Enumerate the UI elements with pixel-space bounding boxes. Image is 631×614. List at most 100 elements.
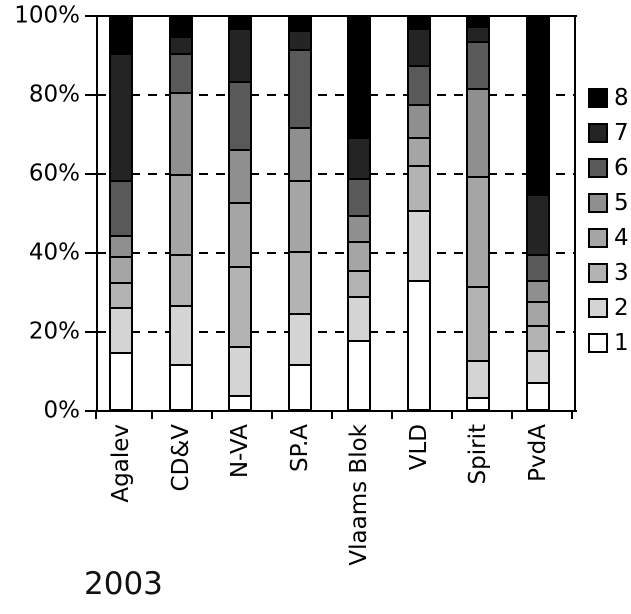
bar-segment-1 [527, 383, 548, 409]
bar-segment-8 [230, 18, 251, 30]
x-label-SP.A: SP.A [286, 424, 313, 472]
bar-segment-6 [408, 66, 429, 106]
bar-segment-7 [289, 31, 310, 52]
bar-segment-7 [468, 27, 489, 44]
bar-segment-2 [170, 307, 191, 366]
bar-Vlaams Blok [347, 16, 372, 411]
year-label: 2003 [84, 566, 163, 602]
legend-swatch-4 [588, 228, 608, 248]
y-tick-80 [85, 94, 96, 96]
bar-segment-3 [527, 326, 548, 353]
plot-top-border [85, 15, 577, 17]
bar-segment-3 [111, 283, 131, 310]
bar-segment-2 [349, 297, 370, 343]
bar-segment-3 [170, 256, 191, 308]
bar-Agalev [109, 16, 133, 411]
legend-label-8: 8 [614, 85, 629, 111]
legend-label-2: 2 [614, 295, 629, 321]
bar-segment-6 [170, 55, 191, 95]
bar-VLD [406, 16, 431, 411]
y-tick-label-80: 80% [28, 81, 80, 108]
legend-label-7: 7 [614, 120, 629, 146]
bar-segment-3 [408, 166, 429, 212]
y-tick-label-60: 60% [28, 160, 80, 187]
y-tick-label-0: 0% [43, 397, 81, 424]
bar-CD&V [168, 16, 193, 411]
x-tick-7 [511, 411, 513, 419]
bar-segment-8 [111, 18, 131, 56]
bar-SP.A [287, 16, 312, 411]
bar-segment-7 [230, 29, 251, 83]
bar-segment-6 [111, 182, 131, 237]
y-tick-label-20: 20% [28, 318, 80, 345]
bar-segment-3 [349, 272, 370, 298]
bar-segment-5 [349, 217, 370, 243]
bar-segment-4 [349, 242, 370, 273]
bar-segment-1 [111, 354, 131, 409]
bar-segment-2 [527, 352, 548, 384]
bar-segment-7 [527, 195, 548, 257]
bar-segment-6 [230, 82, 251, 151]
bar-N-VA [228, 16, 253, 411]
x-tick-6 [451, 411, 453, 419]
bar-segment-1 [289, 365, 310, 409]
bar-segment-5 [468, 90, 489, 179]
bar-segment-8 [170, 18, 191, 38]
x-tick-0 [95, 411, 97, 419]
x-label-CD&V: CD&V [167, 424, 194, 492]
bar-segment-7 [408, 29, 429, 67]
y-tick-label-40: 40% [28, 239, 80, 266]
bar-segment-2 [468, 362, 489, 400]
legend-label-5: 5 [614, 190, 629, 216]
bar-segment-7 [170, 37, 191, 56]
legend-swatch-3 [588, 263, 608, 283]
bar-segment-2 [230, 348, 251, 398]
y-tick-20 [85, 331, 96, 333]
bar-segment-1 [468, 399, 489, 409]
bar-PvdA [525, 16, 550, 411]
x-tick-2 [211, 411, 213, 419]
legend-swatch-5 [588, 193, 608, 213]
bar-segment-1 [170, 365, 191, 409]
bar-segment-5 [230, 150, 251, 204]
y-axis-line [96, 15, 98, 412]
x-label-Spirit: Spirit [465, 424, 492, 485]
bar-segment-8 [408, 18, 429, 30]
bar-segment-7 [111, 55, 131, 183]
bar-segment-3 [230, 268, 251, 349]
legend-label-3: 3 [614, 260, 629, 286]
bar-segment-3 [468, 287, 489, 363]
bar-segment-2 [408, 211, 429, 282]
bar-segment-4 [527, 303, 548, 327]
x-tick-5 [391, 411, 393, 419]
bar-segment-5 [527, 281, 548, 304]
bar-segment-4 [230, 203, 251, 269]
bar-segment-6 [468, 43, 489, 91]
bar-segment-6 [289, 51, 310, 130]
gridline-20 [97, 331, 575, 333]
legend-label-6: 6 [614, 155, 629, 181]
bar-segment-5 [408, 105, 429, 140]
legend-swatch-7 [588, 123, 608, 143]
gridline-60 [97, 173, 575, 175]
bar-segment-1 [349, 342, 370, 409]
gridline-80 [97, 94, 575, 96]
bar-segment-2 [289, 315, 310, 366]
bar-segment-1 [230, 397, 251, 409]
legend-swatch-8 [588, 88, 608, 108]
bar-segment-8 [349, 18, 370, 140]
x-label-N-VA: N-VA [227, 424, 254, 479]
x-label-Vlaams Blok: Vlaams Blok [346, 424, 373, 566]
x-label-PvdA: PvdA [524, 424, 551, 482]
legend-swatch-1 [588, 333, 608, 353]
y-tick-60 [85, 173, 96, 175]
bar-segment-2 [111, 309, 131, 355]
legend-label-4: 4 [614, 225, 629, 251]
bar-segment-8 [289, 18, 310, 32]
bar-segment-5 [170, 94, 191, 177]
y-tick-label-100: 100% [14, 2, 80, 29]
bar-segment-4 [408, 139, 429, 167]
bar-Spirit [466, 16, 491, 411]
bar-segment-3 [289, 252, 310, 316]
